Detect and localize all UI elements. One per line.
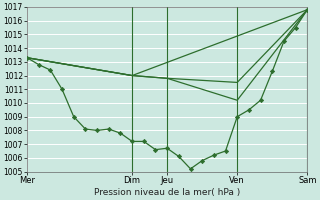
X-axis label: Pression niveau de la mer( hPa ): Pression niveau de la mer( hPa ) <box>94 188 240 197</box>
